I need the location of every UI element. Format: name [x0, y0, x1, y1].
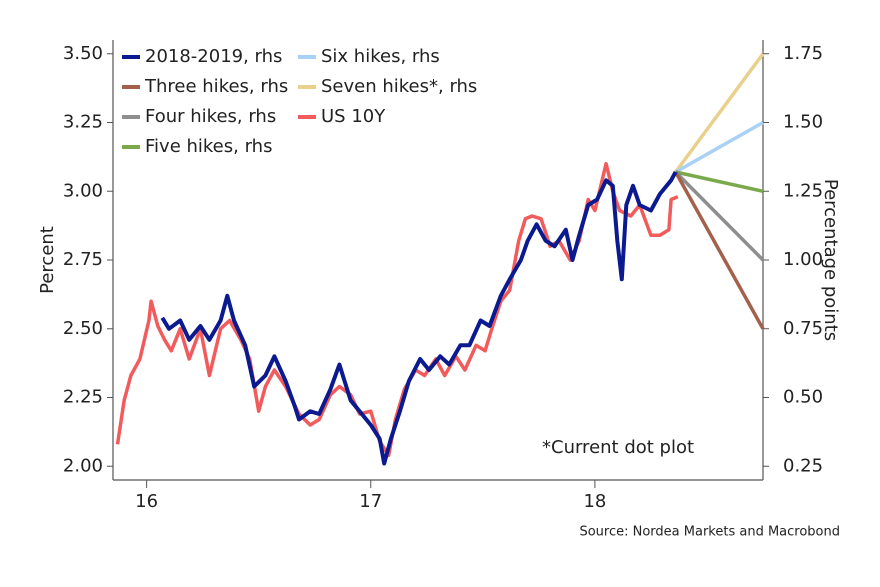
x-tick-label: 18	[583, 491, 606, 512]
legend-label: Four hikes, rhs	[145, 106, 276, 127]
series-line	[674, 120, 764, 174]
series-line	[674, 171, 765, 330]
y2-tick-label: 1.25	[783, 180, 823, 201]
y2-tick-label: 0.75	[783, 318, 823, 339]
x-tick-label: 16	[135, 491, 158, 512]
legend-label: Three hikes, rhs	[144, 76, 288, 97]
x-tick-label: 17	[359, 491, 382, 512]
y-axis-label: Percent	[37, 226, 58, 294]
legend-label: Six hikes, rhs	[321, 46, 440, 67]
series-line	[674, 170, 765, 262]
legend-label: Seven hikes*, rhs	[321, 76, 477, 97]
y-tick-label: 3.25	[63, 112, 103, 133]
series-line	[675, 170, 764, 194]
y-tick-label: 2.00	[63, 455, 103, 476]
legend-label: 2018-2019, rhs	[145, 46, 282, 67]
series-line	[160, 171, 678, 466]
legend-label: Five hikes, rhs	[145, 136, 272, 157]
y2-tick-label: 1.00	[783, 249, 823, 270]
annotation: *Current dot plot	[542, 437, 694, 458]
y-tick-label: 3.50	[63, 43, 103, 64]
y2-tick-label: 0.25	[783, 455, 823, 476]
series-line	[674, 52, 765, 174]
y-tick-label: 2.25	[63, 387, 103, 408]
y-tick-label: 2.50	[63, 318, 103, 339]
legend-label: US 10Y	[321, 106, 386, 127]
y-tick-label: 3.00	[63, 180, 103, 201]
source: Source: Nordea Markets and Macrobond	[579, 525, 840, 540]
series-line	[115, 161, 679, 458]
y2-tick-label: 0.50	[783, 387, 823, 408]
y-tick-label: 2.75	[63, 249, 103, 270]
y2-tick-label: 1.75	[783, 43, 823, 64]
y2-axis-label: Percentage points	[820, 179, 841, 341]
y2-tick-label: 1.50	[783, 112, 823, 133]
